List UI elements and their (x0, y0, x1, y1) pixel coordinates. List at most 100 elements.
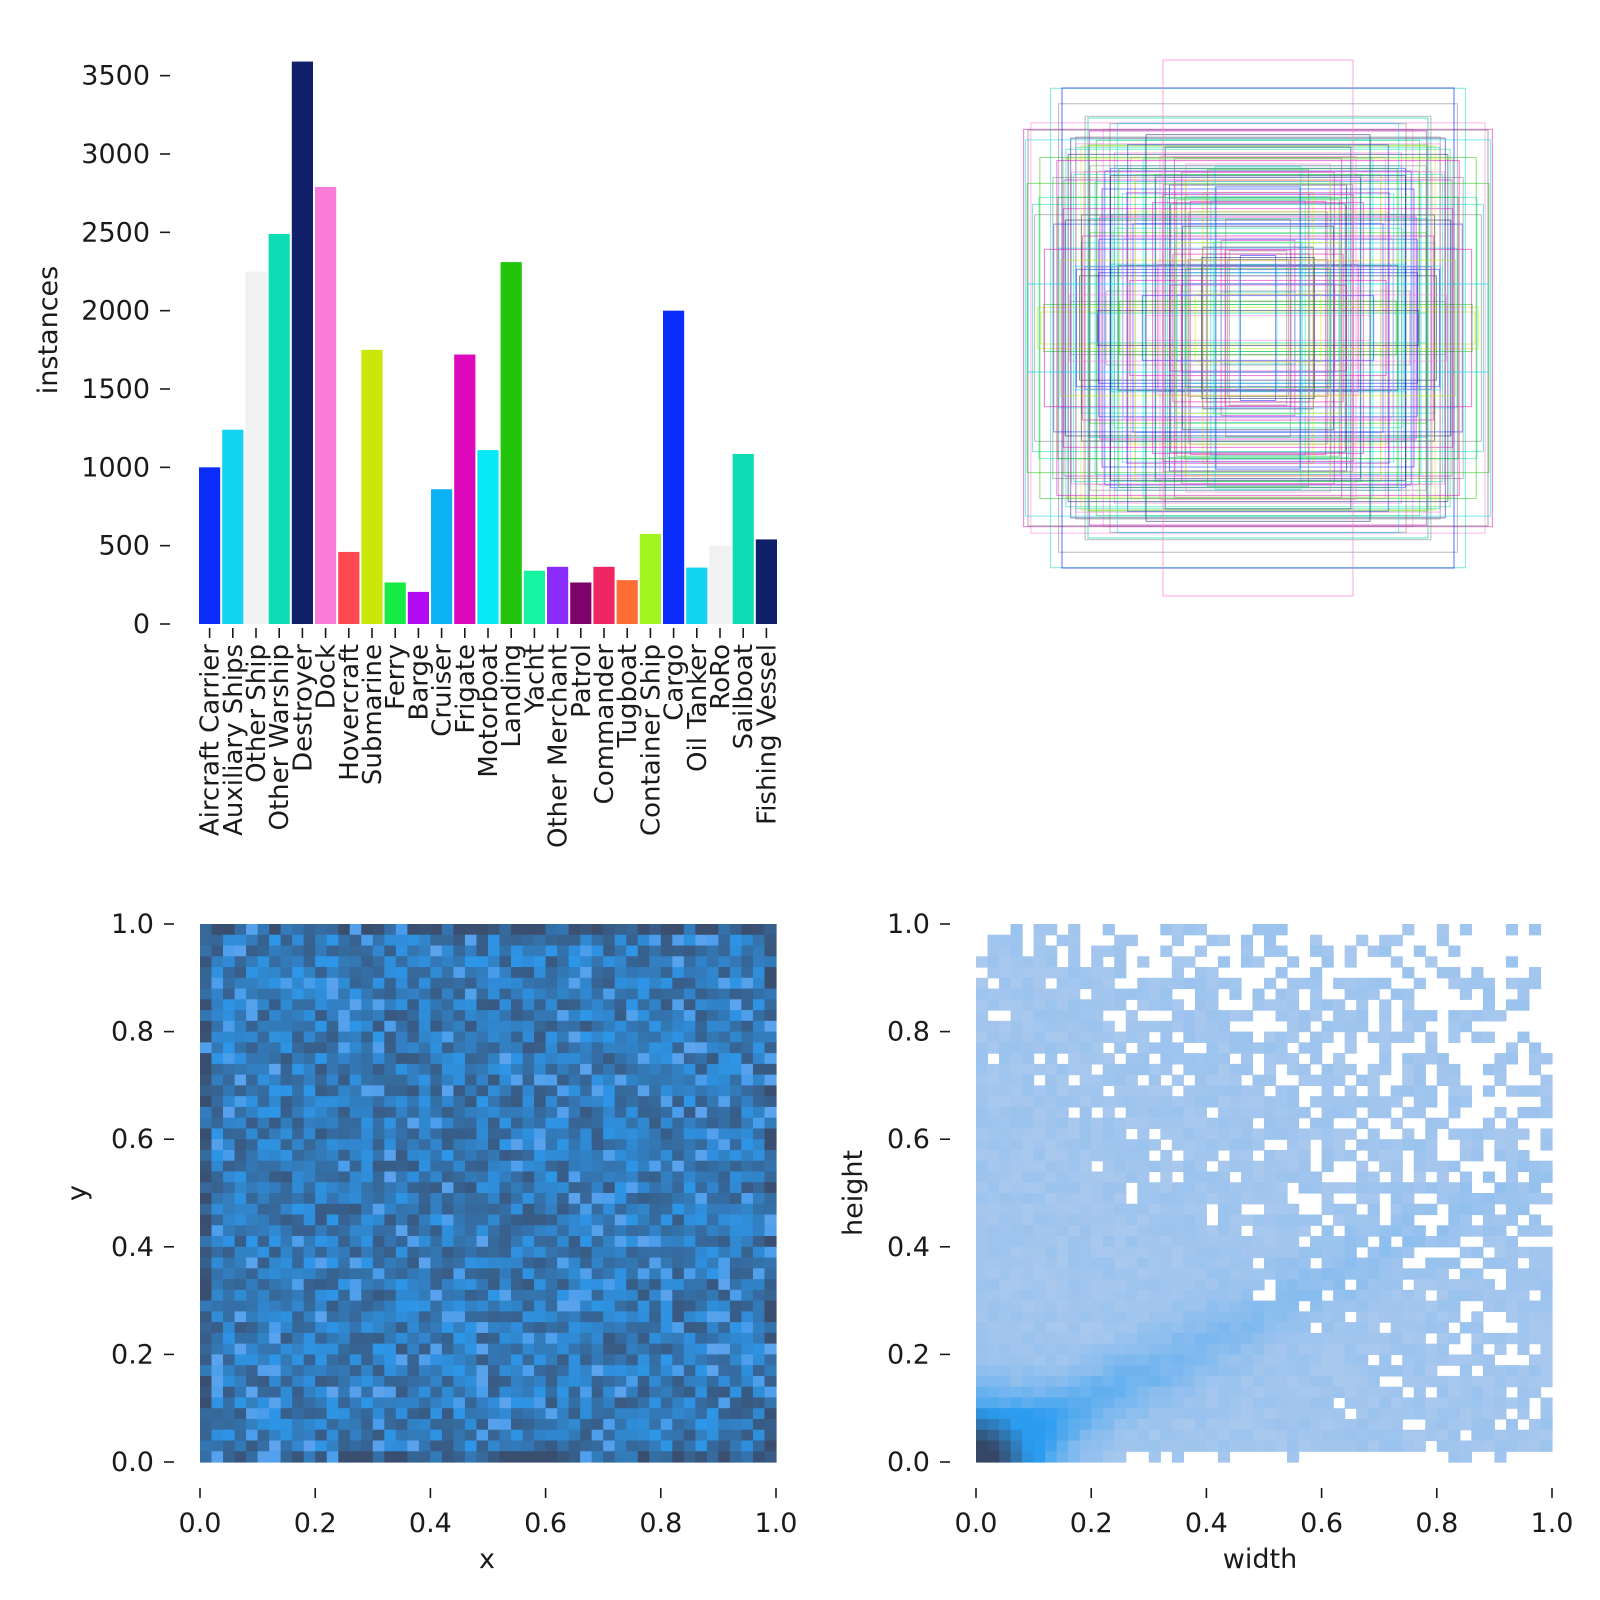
wh-heatmap-cell (1148, 1106, 1161, 1119)
xy-heatmap-cell (223, 1354, 236, 1366)
wh-heatmap-cell (1125, 1311, 1138, 1323)
xy-heatmap-cell (488, 1386, 501, 1399)
xy-heatmap-cell (361, 1225, 374, 1237)
xy-heatmap-cell (476, 967, 489, 979)
wh-heatmap-cell (1275, 1106, 1288, 1119)
wh-heatmap-cell (1448, 1182, 1461, 1194)
box-outline (1101, 188, 1415, 468)
wh-heatmap-cell (1183, 1171, 1196, 1183)
xy-heatmap-cell (706, 945, 719, 957)
wh-heatmap-cell (1344, 1343, 1357, 1355)
wh-heatmap-cell (1505, 1182, 1519, 1194)
xy-heatmap-cell (200, 1063, 213, 1076)
xy-heatmap-cell (603, 1397, 616, 1409)
xy-heatmap-cell (453, 956, 466, 968)
xy-heatmap-cell (407, 1117, 420, 1130)
xy-heatmap-cell (246, 1203, 259, 1216)
wh-heatmap-cell (1425, 1031, 1438, 1043)
wh-heatmap-cell (1160, 1160, 1173, 1173)
wh-heatmap-cell (1022, 1085, 1035, 1097)
wh-heatmap-cell (1125, 1203, 1138, 1216)
wh-heatmap-cell (1229, 1279, 1242, 1291)
xy-heatmap-cell (200, 1408, 213, 1420)
xy-heatmap-cell (315, 1375, 328, 1388)
xy-heatmap-cell (349, 1106, 362, 1119)
wh-heatmap-cell (1436, 1440, 1449, 1452)
xy-heatmap-cell (372, 1139, 385, 1151)
xy-heatmap-cell (223, 1257, 236, 1269)
xy-heatmap-cell (223, 1268, 236, 1280)
wh-heatmap-cell (1194, 1343, 1207, 1355)
xy-heatmap-cell (476, 1214, 489, 1226)
wh-heatmap-cell (1367, 1214, 1380, 1226)
xy-heatmap-cell (695, 1397, 708, 1409)
wh-heatmap-cell (1540, 1440, 1553, 1452)
xy-heatmap-cell (499, 1160, 512, 1173)
xy-heatmap-cell (695, 1096, 708, 1108)
xy-heatmap-cell (453, 1418, 466, 1431)
wh-heatmap-cell (1125, 1085, 1138, 1097)
wh-heatmap-cell (1264, 1074, 1277, 1086)
xy-heatmap-cell (534, 1440, 547, 1452)
xy-heatmap-cell (211, 1343, 224, 1355)
xy-heatmap-cell (672, 1139, 685, 1151)
xy-heatmap-cell (407, 1085, 420, 1097)
xy-heatmap-cell (349, 999, 362, 1011)
xy-heatmap-cell (464, 1354, 478, 1366)
xy-heatmap-cell (372, 967, 385, 979)
wh-heatmap-cell (1333, 1408, 1346, 1420)
wh-heatmap-cell (1160, 1375, 1173, 1388)
wh-heatmap-cell (1310, 988, 1323, 1000)
xy-heatmap-cell (211, 1365, 224, 1377)
xy-heatmap-cell (280, 1397, 293, 1409)
xy-heatmap-cell (361, 1214, 374, 1226)
xy-heatmap-cell (499, 1225, 512, 1237)
wh-heatmap-cell (1160, 1365, 1173, 1377)
wh-heatmap-cell (1010, 977, 1023, 990)
box-shapes-overlay (1023, 59, 1493, 597)
wh-heatmap-cell (1056, 999, 1069, 1011)
xy-heatmap-cell (580, 1074, 593, 1086)
xy-heatmap-cell (545, 1268, 558, 1280)
bar (361, 349, 383, 624)
xy-heatmap-cell (269, 1429, 282, 1442)
xy-heatmap-cell (695, 1332, 708, 1345)
wh-heatmap-cell (1356, 1074, 1369, 1086)
wh-heatmap-cell (1148, 1279, 1161, 1291)
xy-heatmap-cell (223, 1128, 236, 1140)
wh-heatmap-cell (1091, 1246, 1104, 1259)
xy-heatmap-cell (637, 1193, 650, 1205)
xy-heatmap-cell (649, 1300, 662, 1312)
xy-heatmap-cell (591, 1300, 604, 1312)
wh-heatmap-cell (1068, 977, 1081, 990)
xy-heatmap-cell (292, 1375, 305, 1388)
xy-heatmap-cell (223, 1182, 236, 1194)
xy-heatmap-cell (729, 1074, 743, 1086)
wh-heatmap-cell (1045, 1149, 1058, 1162)
xy-heatmap-cell (591, 1225, 604, 1237)
xy-heatmap-cell (741, 967, 754, 979)
wh-heatmap-cell (1413, 1085, 1426, 1097)
xy-heatmap-cell (269, 1053, 282, 1065)
xy-heatmap-cell (522, 1236, 535, 1248)
xy-heatmap-cell (626, 1106, 639, 1119)
wh-heatmap-cell (1148, 1042, 1161, 1054)
xy-heatmap-cell (234, 1300, 247, 1312)
xy-heatmap-cell (441, 1375, 455, 1388)
xy-heatmap-cell (257, 1257, 270, 1269)
wh-heatmap-cell (1229, 1236, 1242, 1248)
xy-heatmap-cell (338, 956, 351, 968)
xy-heatmap-cell (660, 1246, 673, 1259)
xy-heatmap-cell (637, 1386, 650, 1399)
wh-heatmap-cell (976, 1042, 989, 1054)
wh-heatmap-cell (1310, 1246, 1323, 1259)
wh-heatmap-cell (987, 1182, 1000, 1194)
xy-heatmap-cell (315, 1171, 328, 1183)
xy-heatmap-cell (395, 1279, 408, 1291)
wh-heatmap-cell (1045, 1354, 1058, 1366)
xy-heatmap-cell (511, 1160, 524, 1173)
xy-heatmap-cell (683, 967, 696, 979)
xy-heatmap-cell (637, 1408, 650, 1420)
wh-heatmap-cell (1102, 1117, 1115, 1130)
